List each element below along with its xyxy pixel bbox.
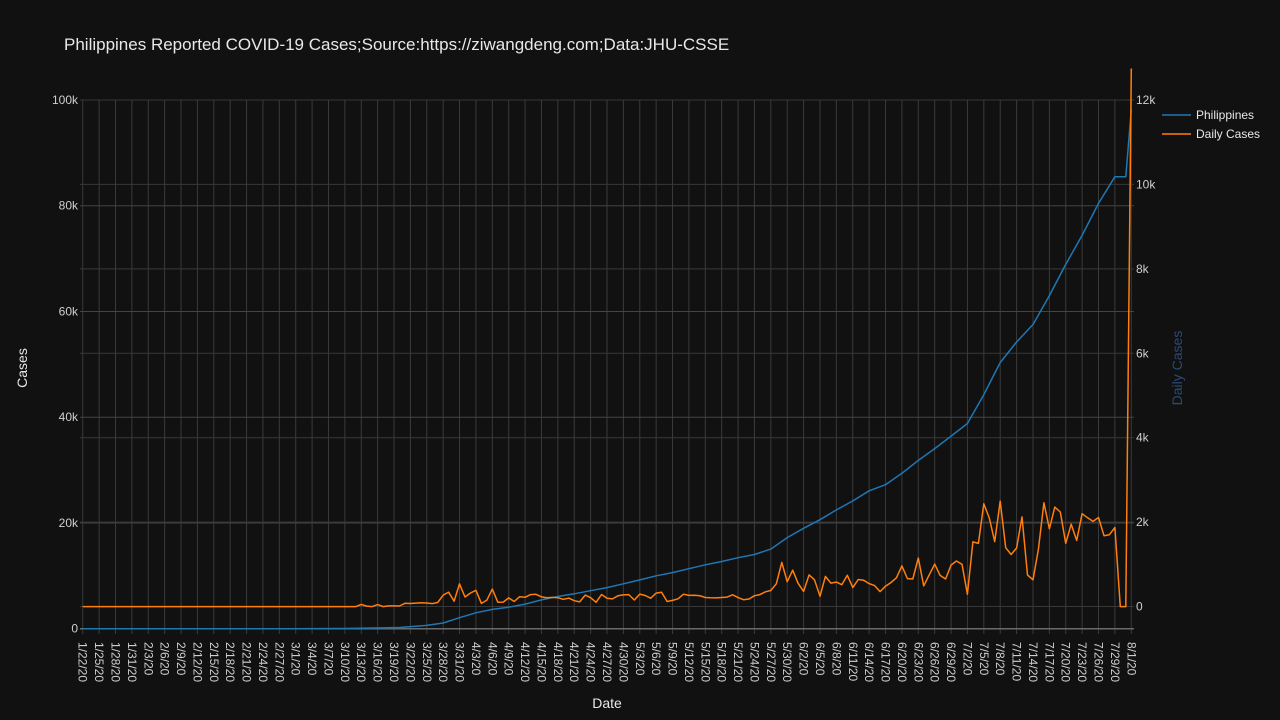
x-tick-label: 6/26/20 <box>928 642 942 682</box>
x-tick-label: 3/28/20 <box>436 642 450 682</box>
x-tick-label: 3/10/20 <box>338 642 352 682</box>
x-tick-label: 4/3/20 <box>469 642 483 676</box>
x-tick-label: 2/24/20 <box>256 642 270 682</box>
x-tick-label: 6/5/20 <box>813 642 827 676</box>
x-tick-label: 5/21/20 <box>731 642 745 682</box>
x-tick-label: 4/6/20 <box>485 642 499 676</box>
x-tick-label: 5/30/20 <box>780 642 794 682</box>
y2-tick-label: 2k <box>1136 515 1150 529</box>
y2-tick-label: 4k <box>1136 431 1150 445</box>
x-tick-label: 3/13/20 <box>354 642 368 682</box>
x-tick-label: 7/26/20 <box>1092 642 1106 682</box>
x-tick-label: 4/30/20 <box>616 642 630 682</box>
x-tick-label: 3/25/20 <box>420 642 434 682</box>
x-tick-label: 6/29/20 <box>944 642 958 682</box>
chart-title: Philippines Reported COVID-19 Cases;Sour… <box>64 35 729 54</box>
y-axis-ticks: 0 20k 40k 60k 80k 100k <box>52 93 79 636</box>
y2-tick-label: 6k <box>1136 346 1150 360</box>
x-tick-label: 3/19/20 <box>387 642 401 682</box>
x-tick-label: 2/9/20 <box>174 642 188 676</box>
legend-label: Daily Cases <box>1196 127 1260 141</box>
x-tick-label: 3/1/20 <box>289 642 303 676</box>
x-tick-label: 7/2/20 <box>960 642 974 676</box>
x-tick-label: 2/27/20 <box>272 642 286 682</box>
x-tick-label: 5/15/20 <box>698 642 712 682</box>
x-tick-label: 2/21/20 <box>240 642 254 682</box>
x-tick-label: 7/29/20 <box>1108 642 1122 682</box>
x-tick-label: 4/12/20 <box>518 642 532 682</box>
x-tick-label: 7/11/20 <box>1010 642 1024 681</box>
y-tick-label: 60k <box>59 304 79 318</box>
x-tick-label: 6/8/20 <box>829 642 843 676</box>
x-tick-label: 4/15/20 <box>534 642 548 682</box>
x-tick-label: 3/16/20 <box>371 642 385 682</box>
x-tick-label: 3/31/20 <box>453 642 467 682</box>
y2-tick-label: 8k <box>1136 262 1150 276</box>
y2-tick-label: 0 <box>1136 600 1143 614</box>
y-tick-label: 100k <box>52 93 79 107</box>
y2-axis-title: Daily Cases <box>1169 331 1185 406</box>
x-tick-label: 8/1/20 <box>1124 642 1138 676</box>
x-tick-label: 6/14/20 <box>862 642 876 682</box>
y-axis-title: Cases <box>14 348 30 388</box>
x-tick-label: 7/5/20 <box>977 642 991 676</box>
x-tick-label: 4/24/20 <box>584 642 598 682</box>
series-line-philippines <box>82 109 1133 630</box>
x-tick-label: 2/18/20 <box>223 642 237 682</box>
x-tick-label: 6/20/20 <box>895 642 909 682</box>
series-line-daily-cases <box>82 68 1133 608</box>
x-tick-label: 1/28/20 <box>108 642 122 682</box>
y-tick-label: 40k <box>59 410 79 424</box>
x-tick-label: 7/17/20 <box>1042 642 1056 682</box>
x-tick-label: 6/2/20 <box>797 642 811 676</box>
y-tick-label: 0 <box>71 622 78 636</box>
y-tick-label: 20k <box>59 516 79 530</box>
y2-axis-ticks: 0 2k 4k 6k 8k 10k 12k <box>1136 93 1156 614</box>
x-tick-label: 7/20/20 <box>1059 642 1073 682</box>
y2-tick-label: 10k <box>1136 177 1156 191</box>
y-tick-label: 80k <box>59 199 79 213</box>
x-tick-label: 4/27/20 <box>600 642 614 682</box>
grid <box>80 99 1134 634</box>
x-tick-label: 6/17/20 <box>879 642 893 682</box>
legend: Philippines Daily Cases <box>1162 108 1260 141</box>
x-tick-label: 2/12/20 <box>190 642 204 682</box>
legend-label: Philippines <box>1196 108 1254 122</box>
x-axis-title: Date <box>592 695 622 711</box>
x-tick-label: 5/27/20 <box>764 642 778 682</box>
x-tick-label: 5/6/20 <box>649 642 663 676</box>
x-tick-label: 3/7/20 <box>321 642 335 676</box>
x-tick-label: 1/25/20 <box>92 642 106 682</box>
x-tick-label: 5/12/20 <box>682 642 696 682</box>
x-tick-label: 4/18/20 <box>551 642 565 682</box>
x-tick-label: 1/31/20 <box>125 642 139 682</box>
x-tick-label: 5/18/20 <box>715 642 729 682</box>
x-tick-label: 5/3/20 <box>633 642 647 676</box>
x-tick-label: 5/24/20 <box>747 642 761 682</box>
x-tick-label: 1/22/20 <box>76 642 90 682</box>
x-tick-label: 2/3/20 <box>141 642 155 676</box>
x-tick-label: 4/9/20 <box>502 642 516 676</box>
x-tick-label: 7/23/20 <box>1075 642 1089 682</box>
x-tick-label: 6/23/20 <box>911 642 925 682</box>
x-tick-label: 3/4/20 <box>305 642 319 676</box>
y2-tick-label: 12k <box>1136 93 1156 107</box>
x-tick-label: 2/6/20 <box>158 642 172 676</box>
x-tick-label: 6/11/20 <box>846 642 860 681</box>
x-tick-label: 7/14/20 <box>1026 642 1040 682</box>
x-tick-label: 7/8/20 <box>993 642 1007 676</box>
series <box>82 68 1133 630</box>
x-axis-ticks: 1/22/20 1/25/20 1/28/20 1/31/20 2/3/20 2/6/20… <box>76 642 1139 682</box>
x-tick-label: 5/9/20 <box>666 642 680 676</box>
x-tick-label: 4/21/20 <box>567 642 581 682</box>
x-tick-label: 2/15/20 <box>207 642 221 682</box>
x-tick-label: 3/22/20 <box>403 642 417 682</box>
